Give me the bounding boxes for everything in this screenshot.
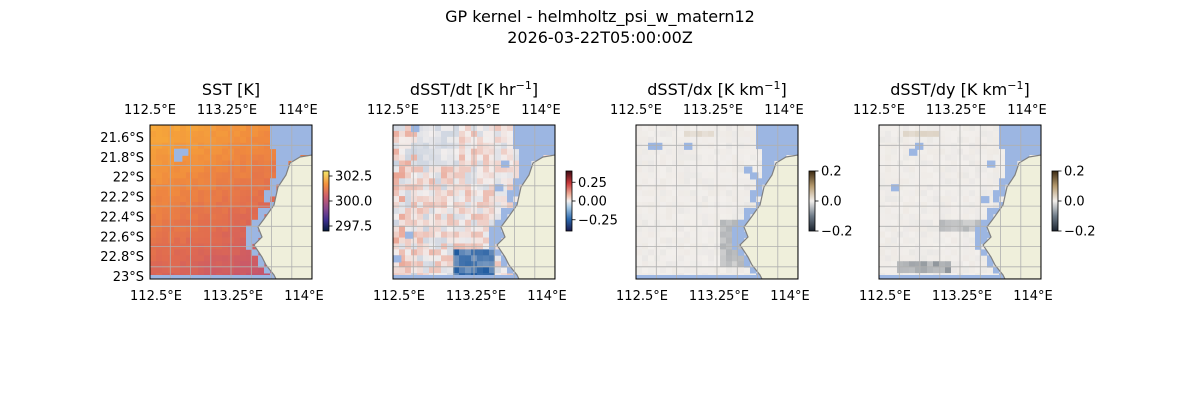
- colorbar-tick-label: 297.5: [335, 220, 372, 235]
- xtick-label-top: 114°E: [764, 103, 804, 118]
- title-superscript: −1: [516, 79, 532, 92]
- figure-title-line1: GP kernel - helmholtz_psi_w_matern12: [445, 7, 755, 27]
- title-superscript: −1: [764, 79, 780, 92]
- colorbar-tick-label: −0.2: [821, 225, 853, 240]
- title-close: ]: [780, 80, 786, 99]
- colorbar-bar: [565, 170, 573, 232]
- title-superscript: −1: [1007, 79, 1023, 92]
- map-panel-4: dSST/dy [K km−1] 112.5°E 112.5°E 113.25°E 11…: [853, 79, 1096, 304]
- xtick-label-top: 113.25°E: [683, 103, 743, 118]
- xtick-label-bottom: 114°E: [284, 289, 324, 304]
- panels: SST [K] 112.5°E 112.5°E 113.25°E 113.25°E 114…: [100, 79, 1095, 304]
- map-panel-1: SST [K] 112.5°E 112.5°E 113.25°E 113.25°E 114…: [100, 80, 372, 304]
- xtick-label-bottom: 112.5°E: [616, 289, 668, 304]
- gridlines: [636, 125, 798, 279]
- gridlines: [393, 125, 555, 279]
- colorbar: 0.2 0.0 −0.2: [1051, 165, 1096, 240]
- panel-title: dSST/dy [K km−1]: [890, 79, 1029, 99]
- figure-title-line2: 2026-03-22T05:00:00Z: [507, 28, 693, 47]
- xtick-label-top: 112.5°E: [367, 103, 419, 118]
- colorbar: 0.25 0.00 −0.25: [565, 170, 618, 232]
- panel-title: SST [K]: [202, 80, 260, 99]
- colorbar: 302.5 300.0 297.5: [322, 170, 372, 235]
- ytick-label: 21.8°S: [100, 151, 144, 166]
- colorbar-tick-label: 0.00: [578, 195, 607, 210]
- colorbar-bar: [808, 170, 816, 232]
- xtick-label-top: 112.5°E: [124, 103, 176, 118]
- colorbar-bar: [1051, 170, 1059, 232]
- colorbar-tick-label: −0.2: [1064, 225, 1096, 240]
- ytick-label: 21.6°S: [100, 131, 144, 146]
- ytick-label: 22.2°S: [100, 191, 144, 206]
- panel-frame: [392, 124, 556, 280]
- panel-title: dSST/dx [K km−1]: [647, 79, 786, 99]
- ytick-label: 23°S: [113, 270, 144, 285]
- colorbar-tick-label: 302.5: [335, 170, 372, 185]
- gridlines: [150, 125, 312, 279]
- map-panel-3: dSST/dx [K km−1] 112.5°E 112.5°E 113.25°E 11…: [610, 79, 853, 304]
- xtick-label-bottom: 112.5°E: [130, 289, 182, 304]
- title-close: ]: [1023, 80, 1029, 99]
- xtick-label-top: 112.5°E: [610, 103, 662, 118]
- xtick-label-bottom: 114°E: [1013, 289, 1053, 304]
- xtick-label-bottom: 114°E: [527, 289, 567, 304]
- colorbar-tick-label: 300.0: [335, 195, 372, 210]
- xtick-label-bottom: 113.25°E: [446, 289, 506, 304]
- colorbar-tick-label: 0.2: [1064, 165, 1085, 180]
- xtick-label-bottom: 112.5°E: [373, 289, 425, 304]
- xtick-label-top: 113.25°E: [197, 103, 257, 118]
- xtick-label-bottom: 113.25°E: [932, 289, 992, 304]
- gridlines: [879, 125, 1041, 279]
- colorbar-tick-label: 0.25: [578, 176, 607, 191]
- panel-frame: [149, 124, 313, 280]
- xtick-label-top: 112.5°E: [853, 103, 905, 118]
- colorbar-tick-label: 0.0: [821, 195, 842, 210]
- xtick-label-bottom: 113.25°E: [689, 289, 749, 304]
- xtick-label-top: 113.25°E: [440, 103, 500, 118]
- ytick-label: 22.8°S: [100, 250, 144, 265]
- panel-frame: [635, 124, 799, 280]
- xtick-label-top: 114°E: [521, 103, 561, 118]
- colorbar-tick-label: −0.25: [578, 213, 618, 228]
- xtick-label-top: 114°E: [278, 103, 318, 118]
- colorbar-tick-label: 0.0: [1064, 195, 1085, 210]
- xtick-label-top: 114°E: [1007, 103, 1047, 118]
- xtick-label-bottom: 113.25°E: [203, 289, 263, 304]
- title-close: ]: [532, 80, 538, 99]
- panel-title: dSST/dt [K hr−1]: [410, 79, 538, 99]
- colorbar: 0.2 0.0 −0.2: [808, 165, 853, 240]
- colorbar-tick-label: 0.2: [821, 165, 842, 180]
- ytick-label: 22.6°S: [100, 230, 144, 245]
- xtick-label-bottom: 112.5°E: [859, 289, 911, 304]
- data-field: [393, 125, 555, 279]
- colorbar-bar: [322, 170, 330, 232]
- xtick-label-top: 113.25°E: [926, 103, 986, 118]
- xtick-label-bottom: 114°E: [770, 289, 810, 304]
- ytick-label: 22°S: [113, 171, 144, 186]
- panel-frame: [878, 124, 1042, 280]
- map-panel-2: dSST/dt [K hr−1] 112.5°E 112.5°E 113.25°E 11…: [367, 79, 618, 304]
- ytick-label: 22.4°S: [100, 210, 144, 225]
